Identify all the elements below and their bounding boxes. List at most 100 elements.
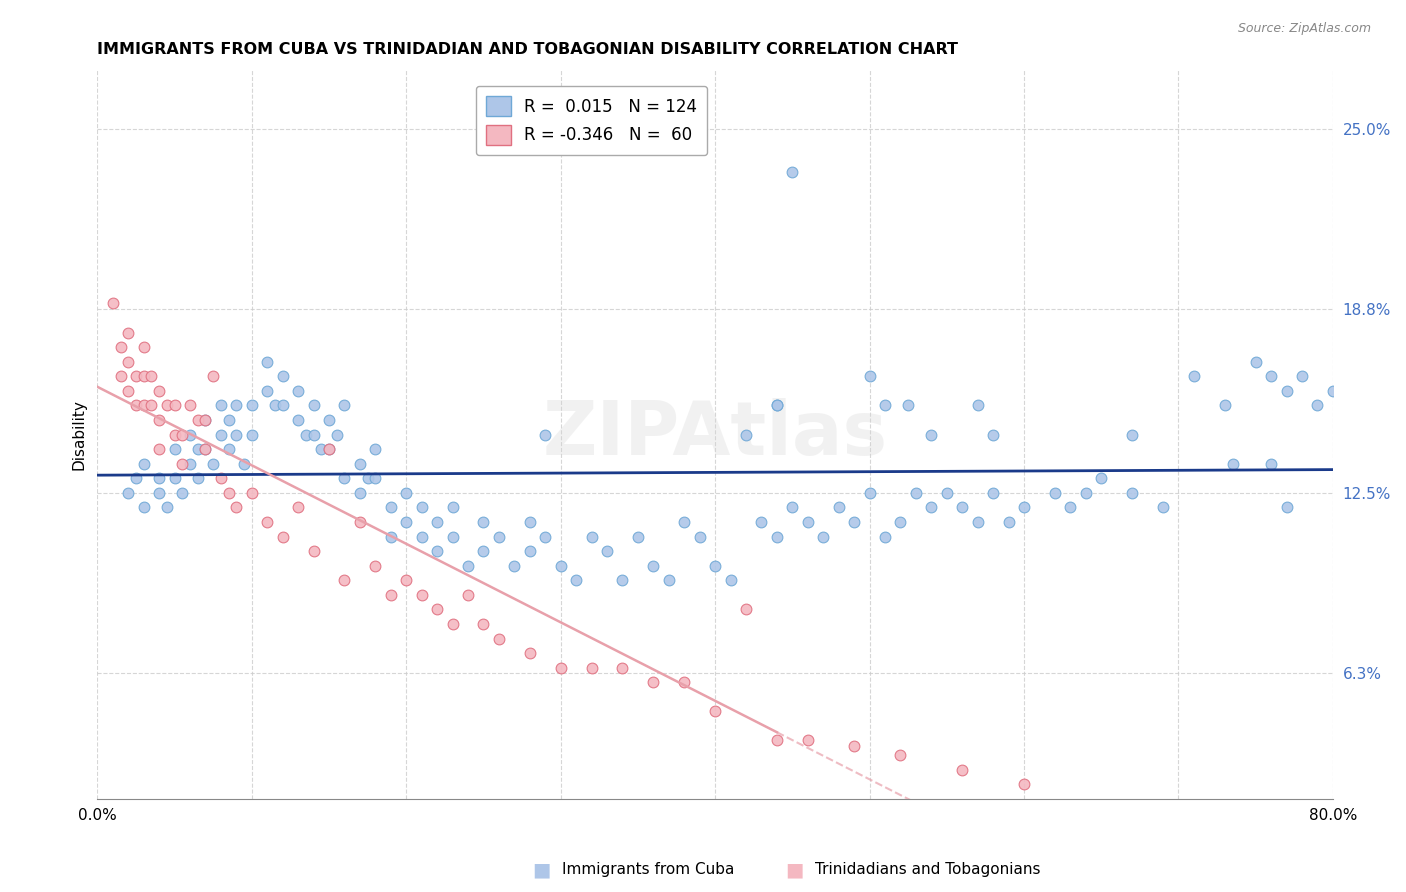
Point [550,660,572,674]
Point [966,515,988,529]
Point [148,413,170,427]
Point [813,530,835,544]
Point [256,355,278,369]
Point [264,399,287,413]
Point [209,427,232,442]
Point [125,471,148,485]
Point [163,427,186,442]
Point [797,733,820,747]
Point [132,500,155,515]
Point [117,326,139,340]
Point [612,574,634,588]
Point [132,457,155,471]
Point [318,413,340,427]
Point [141,369,163,384]
Point [156,500,179,515]
Point [163,442,186,457]
Point [110,340,132,354]
Point [889,515,911,529]
Point [658,574,681,588]
Point [873,399,896,413]
Point [240,427,263,442]
Point [596,544,619,558]
Point [426,515,449,529]
Point [735,602,758,616]
Point [858,486,880,500]
Point [163,399,186,413]
Point [194,442,217,457]
Point [766,399,789,413]
Legend: R =  0.015   N = 124, R = -0.346   N =  60: R = 0.015 N = 124, R = -0.346 N = 60 [475,86,707,155]
Point [565,574,588,588]
Point [240,399,263,413]
Point [1260,457,1282,471]
Point [689,530,711,544]
Point [179,427,201,442]
Point [534,427,557,442]
Point [172,486,194,500]
Point [411,530,433,544]
Point [148,384,170,398]
Point [349,486,371,500]
Point [148,442,170,457]
Point [141,399,163,413]
Point [1012,777,1035,791]
Point [897,399,920,413]
Point [782,165,804,179]
Point [302,427,325,442]
Point [117,384,139,398]
Point [920,500,942,515]
Point [240,486,263,500]
Point [966,399,988,413]
Point [101,296,124,310]
Point [380,500,402,515]
Point [194,413,217,427]
Point [380,530,402,544]
Point [643,675,665,690]
Point [873,530,896,544]
Point [132,340,155,354]
Text: Source: ZipAtlas.com: Source: ZipAtlas.com [1237,22,1371,36]
Point [333,471,356,485]
Point [225,500,247,515]
Point [395,486,418,500]
Point [179,457,201,471]
Point [950,763,973,777]
Point [1322,384,1344,398]
Point [766,399,789,413]
Point [950,500,973,515]
Point [1291,369,1313,384]
Point [519,646,541,660]
Point [302,544,325,558]
Point [326,427,349,442]
Point [735,427,758,442]
Point [311,442,333,457]
Point [187,471,209,485]
Text: ■: ■ [785,860,804,880]
Y-axis label: Disability: Disability [72,399,86,470]
Point [1275,500,1298,515]
Point [981,486,1004,500]
Point [179,399,201,413]
Point [202,457,225,471]
Point [218,413,240,427]
Point [581,530,603,544]
Point [981,427,1004,442]
Point [673,515,696,529]
Point [287,384,309,398]
Point [766,733,789,747]
Point [209,471,232,485]
Point [1306,399,1329,413]
Point [349,515,371,529]
Point [333,399,356,413]
Point [1059,500,1081,515]
Point [364,442,387,457]
Point [148,471,170,485]
Point [194,413,217,427]
Point [110,369,132,384]
Point [318,442,340,457]
Point [720,574,742,588]
Point [132,369,155,384]
Point [117,355,139,369]
Point [233,457,256,471]
